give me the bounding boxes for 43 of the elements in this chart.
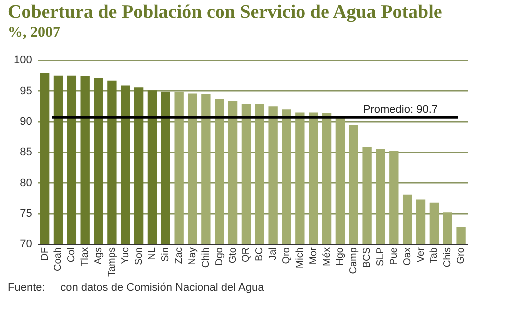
y-tick-label: 80: [20, 177, 32, 190]
x-tick-label: Oax: [402, 248, 414, 266]
x-tick-label: Col: [66, 248, 78, 263]
x-tick-label: Méx: [322, 248, 333, 266]
y-tick-label: 100: [14, 54, 32, 67]
x-tick-label: Ver: [416, 246, 427, 263]
y-tick-label: 85: [20, 146, 32, 159]
chart-subtitle: %, 2007: [8, 24, 62, 42]
x-tick-label: BCS: [362, 247, 374, 268]
x-tick-label: DF: [40, 248, 51, 261]
x-tick-label: SLP: [375, 247, 386, 266]
x-tick-label: Qro: [281, 247, 292, 264]
x-tick-label: Mor: [308, 246, 320, 265]
x-tick-label: Tamps: [106, 248, 118, 277]
x-tick-label: Nay: [188, 248, 199, 266]
y-tick-label: 90: [20, 116, 32, 128]
ref-line-label: Promedio: 90.7: [363, 104, 438, 116]
x-tick-label: Mich: [294, 248, 306, 269]
x-tick-label: Tab: [429, 247, 440, 264]
x-tick-label: Jal: [268, 248, 280, 260]
x-tick-label: Chis: [442, 248, 454, 268]
x-tick-label: Zac: [174, 248, 186, 264]
x-tick-label: Son: [134, 248, 145, 266]
x-tick-label: Pue: [388, 247, 400, 266]
x-tick-label: Dgo: [214, 247, 226, 266]
x-tick-label: Gto: [228, 247, 239, 264]
chart-title: Cobertura de Población con Servicio de Agua Potable: [8, 2, 444, 24]
x-tick-label: Gro: [456, 247, 468, 264]
x-tick-label: Hgo: [335, 247, 346, 266]
x-tick-label: Yuc: [120, 248, 132, 264]
y-tick-label: 95: [20, 85, 32, 98]
x-tick-label: Chih: [200, 248, 212, 268]
x-tick-label: BC: [254, 248, 266, 262]
x-tick-label: Sin: [160, 248, 172, 262]
x-tick-label: QR: [241, 248, 252, 263]
y-tick-label: 70: [20, 238, 32, 251]
x-tick-label: Coah: [53, 248, 64, 272]
x-tick-label: Tlax: [80, 248, 92, 266]
y-tick-label: 75: [20, 208, 32, 220]
x-tick-label: Camp: [348, 247, 360, 274]
source-note: Fuente: con datos de Comisión Nacional del Agua: [8, 282, 266, 294]
x-tick-label: NL: [147, 247, 158, 260]
x-tick-label: Ags: [94, 248, 105, 265]
